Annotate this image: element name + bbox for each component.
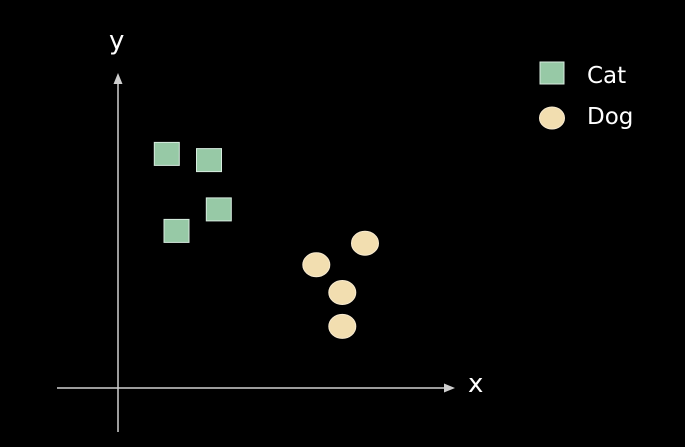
dog-point-3 (328, 280, 357, 305)
cat-point-1 (153, 141, 180, 166)
data-points (153, 141, 379, 339)
cat-point-3 (205, 197, 232, 222)
x-axis-arrow (444, 383, 455, 393)
dog-point-2 (302, 252, 331, 278)
legend: Cat Dog (539, 61, 633, 130)
legend-dog-label: Dog (587, 104, 633, 130)
axes: x y (57, 26, 483, 432)
y-axis-arrow (113, 73, 123, 84)
x-axis-label: x (468, 369, 483, 399)
dog-point-1 (351, 230, 379, 256)
legend-dog-marker (539, 106, 565, 130)
cat-point-2 (196, 148, 222, 173)
legend-cat-label: Cat (587, 63, 626, 89)
y-axis-label: y (109, 26, 124, 56)
legend-cat-marker (539, 61, 565, 85)
cat-point-4 (163, 218, 190, 243)
dog-point-4 (328, 313, 357, 339)
